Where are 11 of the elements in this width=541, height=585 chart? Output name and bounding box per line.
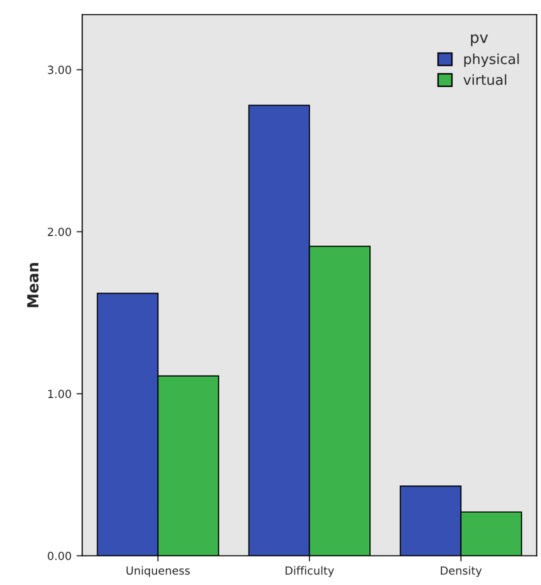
legend-label: virtual bbox=[463, 74, 506, 85]
legend-title: pv bbox=[471, 34, 488, 46]
y-tick-label: 1.00 bbox=[48, 390, 72, 398]
y-tick-label: 3.00 bbox=[48, 66, 72, 74]
x-tick-label: Uniqueness bbox=[126, 566, 190, 577]
y-axis-title: Mean bbox=[27, 263, 39, 308]
x-tick-label: Difficulty bbox=[286, 566, 334, 577]
y-tick-label: 0.00 bbox=[48, 552, 72, 560]
x-tick-label: Density bbox=[440, 566, 482, 577]
y-tick-label: 2.00 bbox=[48, 228, 72, 236]
legend-label: physical bbox=[464, 53, 519, 67]
